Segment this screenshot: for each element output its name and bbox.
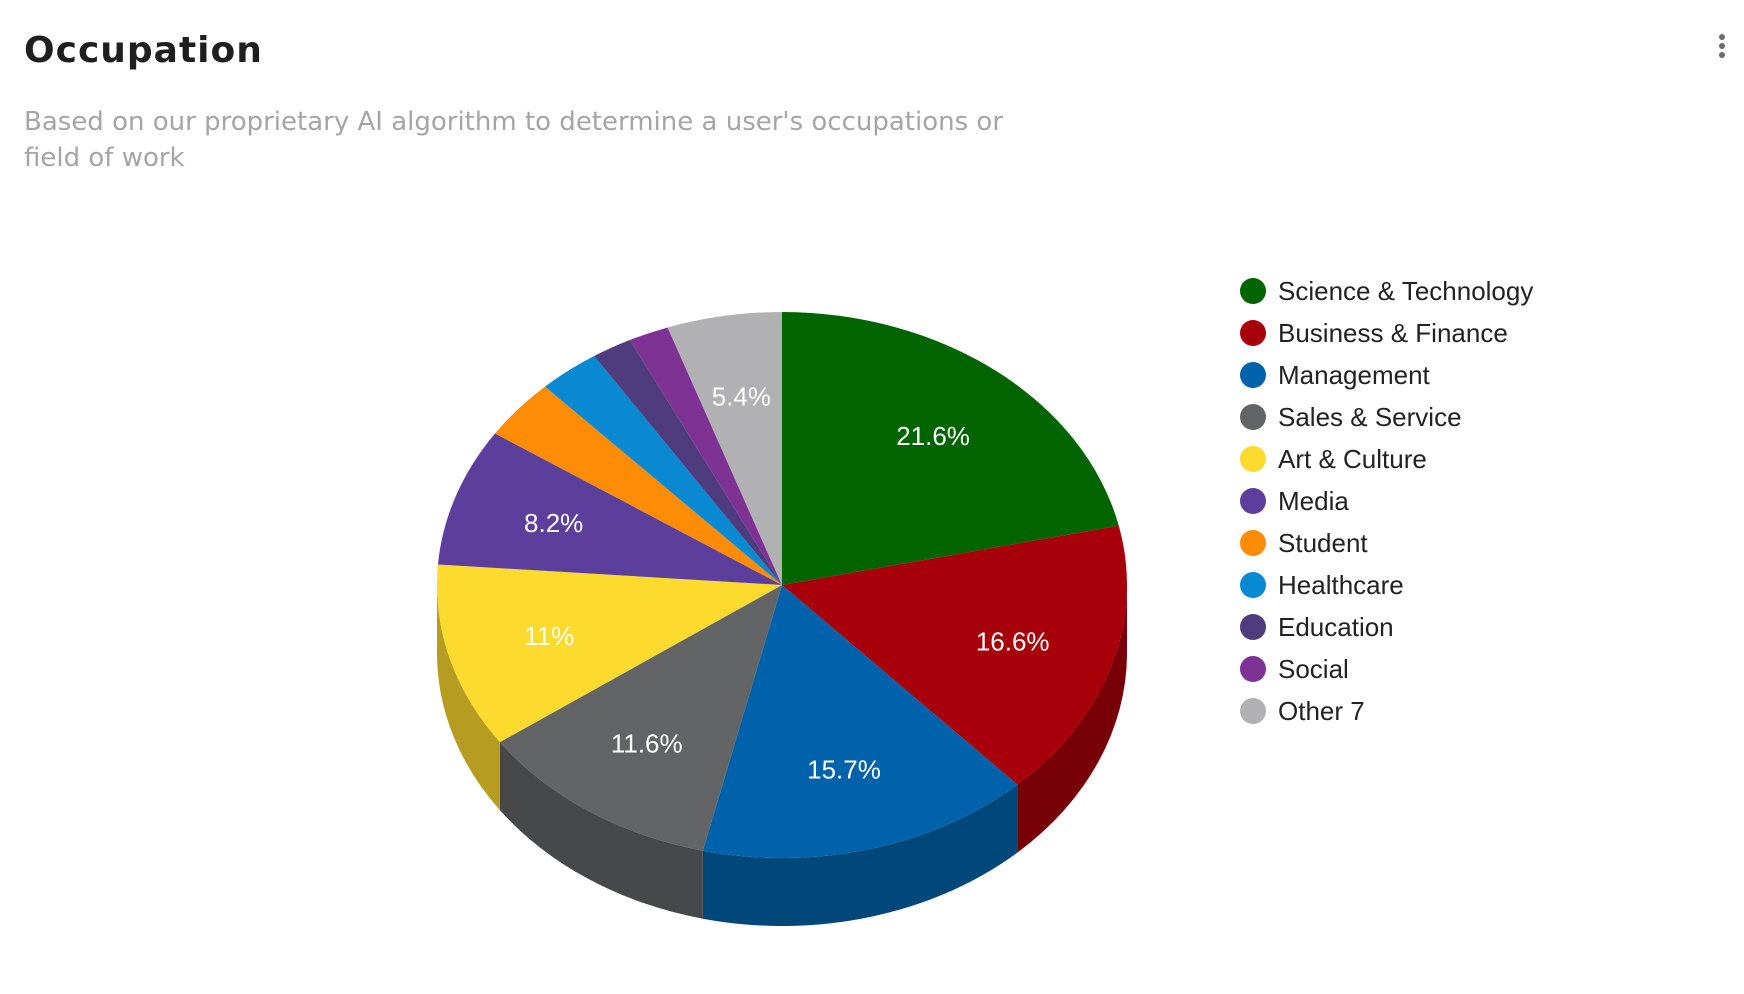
menu-dot bbox=[1719, 52, 1725, 58]
legend-label: Education bbox=[1278, 611, 1394, 642]
legend-label: Other 7 bbox=[1278, 695, 1365, 726]
legend-item[interactable]: Science & Technology bbox=[1240, 270, 1533, 312]
legend-swatch bbox=[1240, 656, 1266, 682]
legend-swatch bbox=[1240, 404, 1266, 430]
legend-swatch bbox=[1240, 572, 1266, 598]
legend-swatch bbox=[1240, 530, 1266, 556]
legend-swatch bbox=[1240, 698, 1266, 724]
pie-slice-student[interactable] bbox=[494, 386, 782, 585]
pie-slice-other-7[interactable] bbox=[667, 312, 782, 585]
pie-side-management bbox=[702, 784, 1018, 927]
legend-item[interactable]: Other 7 bbox=[1240, 690, 1533, 732]
pie-side-walls bbox=[437, 585, 1127, 927]
legend-label: Student bbox=[1278, 527, 1368, 558]
legend-item[interactable]: Management bbox=[1240, 354, 1533, 396]
legend-label: Management bbox=[1278, 359, 1430, 390]
slice-value-label: 5.4% bbox=[712, 382, 771, 412]
chart-legend: Science & Technology Business & Finance Ma… bbox=[1240, 270, 1533, 732]
slice-value-label: 11.6% bbox=[611, 728, 683, 758]
legend-item[interactable]: Healthcare bbox=[1240, 564, 1533, 606]
pie-slice-sales-service[interactable] bbox=[499, 585, 782, 851]
pie-slice-art-culture[interactable] bbox=[437, 564, 782, 743]
legend-swatch bbox=[1240, 278, 1266, 304]
legend-item[interactable]: Media bbox=[1240, 480, 1533, 522]
slice-value-label: 21.6% bbox=[896, 421, 970, 451]
legend-item[interactable]: Social bbox=[1240, 648, 1533, 690]
card-title: Occupation bbox=[24, 30, 263, 71]
legend-label: Science & Technology bbox=[1278, 275, 1534, 306]
slice-value-label: 11% bbox=[524, 621, 574, 651]
pie-slice-business-finance[interactable] bbox=[782, 525, 1127, 785]
pie-slice-education[interactable] bbox=[594, 339, 782, 585]
menu-dot bbox=[1719, 43, 1725, 49]
legend-label: Media bbox=[1278, 485, 1349, 516]
legend-swatch bbox=[1240, 362, 1266, 388]
slice-value-label: 16.6% bbox=[976, 627, 1050, 657]
legend-label: Social bbox=[1278, 653, 1349, 684]
legend-item[interactable]: Education bbox=[1240, 606, 1533, 648]
pie-slice-labels: 21.6% 16.6% 15.7% 11.6% 11% 8.2% 5.4% bbox=[524, 382, 1050, 785]
pie-slice-media[interactable] bbox=[437, 433, 782, 585]
pie-slice-healthcare[interactable] bbox=[545, 356, 782, 585]
pie-slice-social[interactable] bbox=[629, 327, 782, 585]
legend-swatch bbox=[1240, 446, 1266, 472]
pie-side-sales-service bbox=[499, 742, 703, 919]
pie-slice-management[interactable] bbox=[702, 585, 1018, 858]
pie-side-business-finance bbox=[1017, 585, 1127, 853]
slice-value-label: 15.7% bbox=[807, 755, 881, 785]
legend-item[interactable]: Student bbox=[1240, 522, 1533, 564]
legend-label: Art & Culture bbox=[1278, 443, 1427, 474]
legend-item[interactable]: Sales & Service bbox=[1240, 396, 1533, 438]
pie-slices bbox=[437, 312, 1127, 858]
legend-swatch bbox=[1240, 614, 1266, 640]
legend-item[interactable]: Business & Finance bbox=[1240, 312, 1533, 354]
card-subtitle: Based on our proprietary AI algorithm to… bbox=[24, 107, 1004, 173]
legend-swatch bbox=[1240, 320, 1266, 346]
menu-dot bbox=[1719, 34, 1725, 40]
slice-value-label: 8.2% bbox=[524, 508, 583, 538]
legend-label: Healthcare bbox=[1278, 569, 1404, 600]
pie-side-art-culture bbox=[437, 585, 500, 811]
legend-label: Business & Finance bbox=[1278, 317, 1508, 348]
legend-swatch bbox=[1240, 488, 1266, 514]
legend-label: Sales & Service bbox=[1278, 401, 1462, 432]
legend-item[interactable]: Art & Culture bbox=[1240, 438, 1533, 480]
pie-slice-science-technology[interactable] bbox=[782, 312, 1119, 585]
more-vertical-icon[interactable] bbox=[1712, 34, 1732, 66]
